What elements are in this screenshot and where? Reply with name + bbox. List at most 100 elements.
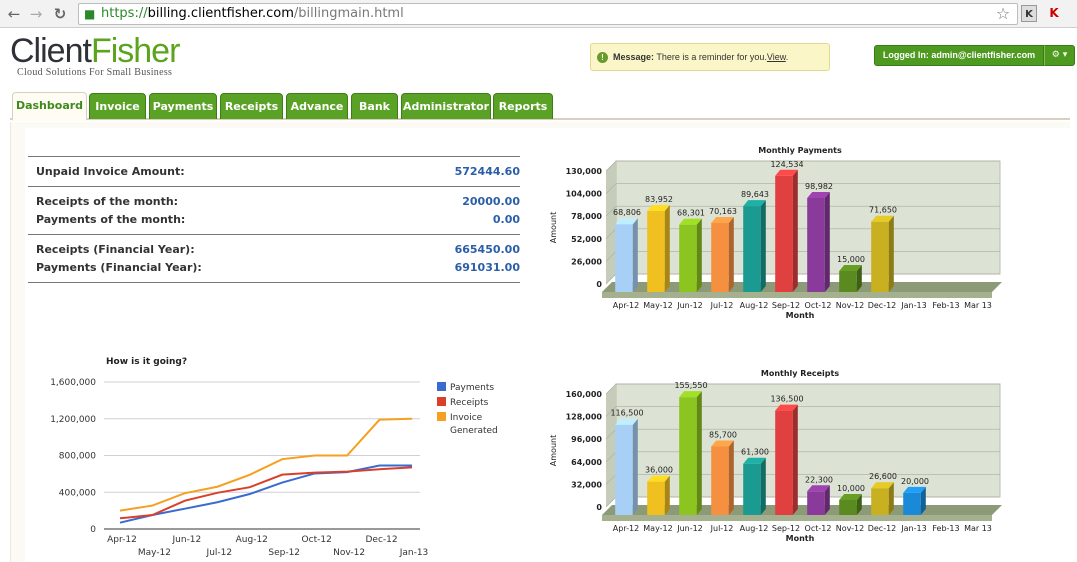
monthly-receipts-bar-front <box>871 488 889 515</box>
summary-group-month: Receipts of the month: 20000.00 Payments … <box>28 186 520 234</box>
how-is-it-going-ytick-label: 0 <box>90 525 96 535</box>
monthly-payments-bar-top <box>615 218 638 225</box>
monthly-payments-value-label: 89,643 <box>741 190 769 199</box>
monthly-receipts-grid-diag <box>605 496 617 508</box>
how-is-it-going-ytick-label: 400,000 <box>59 488 96 498</box>
message-end: . <box>785 52 789 62</box>
summary-value[interactable]: 691031.00 <box>454 261 520 274</box>
reload-icon[interactable]: ↻ <box>53 5 67 23</box>
monthly-receipts-xtick-label: Dec-12 <box>868 524 897 533</box>
monthly-receipts-bar-side <box>792 404 798 515</box>
monthly-payments-value-label: 83,952 <box>645 195 673 204</box>
monthly-receipts-bar-side <box>888 482 894 515</box>
browser-toolbar: ← → ↻ ■ https://billing.clientfisher.com… <box>0 0 1077 28</box>
how-is-it-going-xtick-label: Aug-12 <box>236 535 268 545</box>
how-is-it-going-legend-swatch <box>437 412 446 421</box>
monthly-receipts-bar-top <box>903 486 926 493</box>
how-is-it-going-xtick-label: Sep-12 <box>268 548 300 558</box>
forward-arrow-icon[interactable]: → <box>29 5 43 23</box>
main-nav-tabs: Dashboard Invoice Payments Receipts Adva… <box>10 92 1070 121</box>
monthly-receipts-value-label: 116,500 <box>610 409 643 418</box>
view-reminder-link[interactable]: View <box>766 52 786 62</box>
monthly-receipts-xtick-label: Apr-12 <box>613 524 639 533</box>
logged-in-user-button[interactable]: Logged In: admin@clientfisher.com <box>874 45 1044 66</box>
monthly-receipts-xlabel: Month <box>786 534 815 543</box>
reminder-message: ! Message: There is a reminder for you.V… <box>590 43 830 71</box>
monthly-payments-xtick-label: Oct-12 <box>805 301 832 310</box>
monthly-receipts-bar-top <box>807 485 830 492</box>
bookmark-star-icon[interactable]: ☆ <box>995 4 1011 23</box>
monthly-receipts-value-label: 26,600 <box>869 472 897 481</box>
monthly-receipts-bar-front <box>807 491 825 515</box>
summary-label: Receipts (Financial Year): <box>36 243 195 256</box>
url-host: billing.clientfisher.com <box>147 6 294 21</box>
monthly-receipts-bar-front <box>647 481 665 515</box>
monthly-receipts-bar-side <box>632 418 638 515</box>
monthly-receipts-xtick-label: Jan-13 <box>900 524 926 533</box>
monthly-receipts-xtick-label: Jun-12 <box>676 524 703 533</box>
url-scheme: https:// <box>101 6 148 21</box>
monthly-payments-bar-front <box>647 211 665 292</box>
clientfisher-logo[interactable]: ClientFisher Cloud Solutions For Small B… <box>10 32 210 78</box>
monthly-receipts-xtick-label: Sep-12 <box>772 524 800 533</box>
how-is-it-going-xtick-label: Jul-12 <box>206 548 233 558</box>
monthly-payments-bar-side <box>888 215 894 292</box>
settings-dropdown-icon[interactable]: ⚙ ▾ <box>1044 45 1075 66</box>
tab-receipts[interactable]: Receipts <box>220 93 283 119</box>
summary-group-financial-year: Receipts (Financial Year): 665450.00 Paym… <box>28 234 520 283</box>
logo-tagline: Cloud Solutions For Small Business <box>17 67 173 78</box>
summary-label: Unpaid Invoice Amount: <box>36 165 185 178</box>
summary-row: Unpaid Invoice Amount: 572444.60 <box>28 163 520 181</box>
monthly-receipts-bar-front <box>615 424 633 515</box>
how-is-it-going-xtick-label: Apr-12 <box>107 535 137 545</box>
summary-value[interactable]: 665450.00 <box>454 243 520 256</box>
monthly-payments-bar-side <box>632 218 638 292</box>
monthly-receipts-ytick-label: 160,000 <box>566 390 603 399</box>
tab-reports[interactable]: Reports <box>493 93 553 119</box>
monthly-payments-grid-diag <box>605 273 617 285</box>
monthly-payments-ytick-label: 78,000 <box>571 212 602 221</box>
logo-word-client: Client <box>10 32 92 70</box>
monthly-payments-grid-diag <box>605 228 617 240</box>
tab-advance[interactable]: Advance <box>286 93 348 119</box>
how-is-it-going-xtick-label: Jun-12 <box>172 535 202 545</box>
extension-red-k-icon[interactable]: K <box>1049 6 1059 20</box>
monthly-payments-ytick-label: 52,000 <box>571 235 602 244</box>
monthly-payments-ytick-label: 26,000 <box>571 257 602 266</box>
monthly-payments-title: Monthly Payments <box>758 146 842 155</box>
monthly-receipts-grid-diag <box>605 406 617 417</box>
monthly-payments-bar-side <box>664 205 670 292</box>
tab-bank[interactable]: Bank <box>351 93 398 119</box>
monthly-receipts-bar-top <box>615 418 638 425</box>
tab-dashboard[interactable]: Dashboard <box>12 92 87 121</box>
tab-administrator[interactable]: Administrator <box>401 93 491 119</box>
monthly-receipts-chart: 0 32,000 64,000 96,000 128,000 160,000 Apr-12 1… <box>549 369 1002 543</box>
monthly-payments-bar-front <box>615 224 633 292</box>
tab-invoice[interactable]: Invoice <box>89 93 146 119</box>
summary-value[interactable]: 572444.60 <box>454 165 520 178</box>
monthly-payments-bar-top <box>839 264 862 271</box>
summary-table: Unpaid Invoice Amount: 572444.60 Receipts… <box>28 156 520 283</box>
extension-k-icon[interactable]: K <box>1021 5 1037 22</box>
how-is-it-going-legend-swatch <box>437 382 446 391</box>
monthly-payments-bar-side <box>792 169 798 292</box>
summary-value[interactable]: 20000.00 <box>462 195 520 208</box>
back-arrow-icon[interactable]: ← <box>7 5 21 23</box>
how-is-it-going-legend-swatch <box>437 397 446 406</box>
monthly-payments-bar-front <box>679 224 697 292</box>
monthly-receipts-ytick-label: 96,000 <box>571 435 602 444</box>
monthly-payments-bar-top <box>711 217 734 224</box>
summary-value[interactable]: 0.00 <box>492 213 520 226</box>
summary-label: Payments (Financial Year): <box>36 261 202 274</box>
monthly-receipts-grid-diag <box>605 428 617 440</box>
monthly-receipts-bar-top <box>647 475 670 482</box>
address-bar[interactable]: ■ https://billing.clientfisher.com/billi… <box>78 3 1018 25</box>
monthly-payments-bar-side <box>728 217 734 292</box>
logo-word-fisher: Fisher <box>90 32 180 70</box>
monthly-receipts-value-label: 136,500 <box>770 395 803 404</box>
monthly-payments-xtick-label: Aug-12 <box>740 301 769 310</box>
how-is-it-going-legend-label: Payments <box>450 383 494 393</box>
monthly-receipts-bar-side <box>696 391 702 515</box>
monthly-payments-ytick-label: 130,000 <box>566 167 603 176</box>
tab-payments[interactable]: Payments <box>149 93 217 119</box>
